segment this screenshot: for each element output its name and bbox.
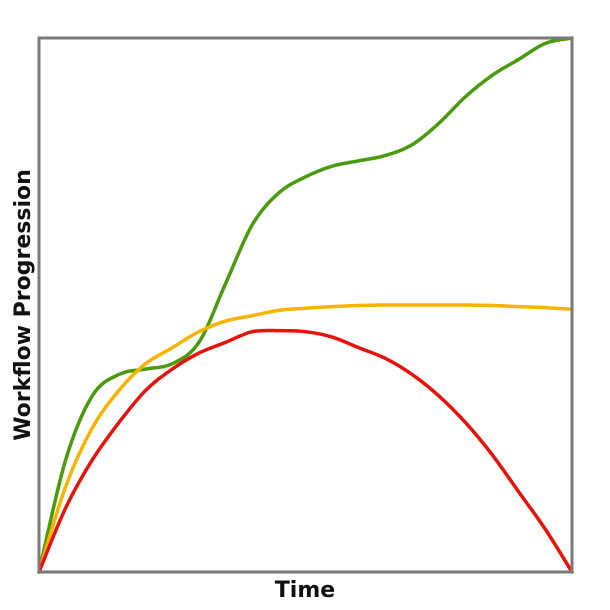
- y-axis-title: Workflow Progression: [11, 169, 36, 441]
- x-axis-title: Time: [275, 578, 335, 603]
- series-line-3: [37, 328, 574, 574]
- series-line-2: [37, 303, 574, 574]
- series-line-1: [37, 36, 574, 574]
- series-layer: [37, 36, 574, 574]
- plot-frame: [37, 36, 574, 574]
